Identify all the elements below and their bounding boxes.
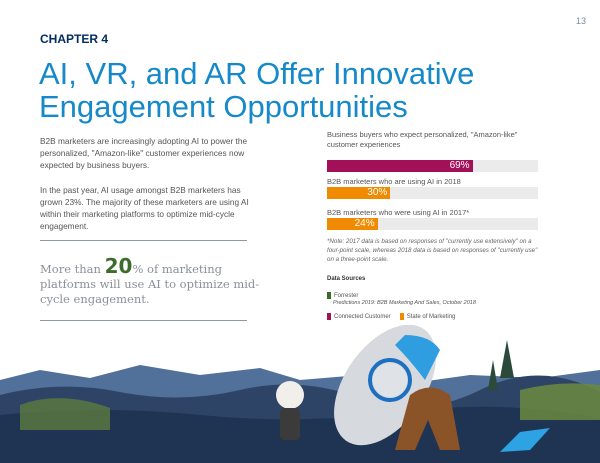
quote-number: 20 xyxy=(104,254,133,278)
bar: 30% xyxy=(327,187,391,199)
bar-category-label: B2B marketers who are using AI in 2018 xyxy=(327,177,461,186)
quote-post: % of marketing platforms will use AI to … xyxy=(40,262,260,306)
bar: 24% xyxy=(327,218,378,230)
forrester-reference: Predictions 2019: B2B Marketing And Sale… xyxy=(333,300,476,306)
body-paragraph: B2B marketers are increasingly adopting … xyxy=(40,136,248,170)
chart-note: *Note: 2017 data is based on responses o… xyxy=(327,238,538,263)
body-paragraph: In the past year, AI usage amongst B2B m… xyxy=(40,185,249,231)
bar-category-label: Business buyers who expect personalized,… xyxy=(327,130,518,149)
swatch xyxy=(327,292,331,299)
bar: 69% xyxy=(327,160,473,172)
bear-illustration xyxy=(395,387,460,450)
divider xyxy=(40,320,247,321)
bar-category-label: B2B marketers who were using AI in 2017* xyxy=(327,208,470,217)
swatch xyxy=(399,313,404,320)
divider xyxy=(40,240,247,241)
bar-track: 30% xyxy=(327,187,538,199)
einstein-illustration xyxy=(276,381,304,440)
page-title: AI, VR, and AR Offer Innovative Engageme… xyxy=(39,56,475,124)
legend-forrester: Forrester xyxy=(327,292,358,299)
quote-pre: More than xyxy=(40,262,105,276)
swatch xyxy=(327,313,331,320)
illustration-landscape xyxy=(0,324,600,463)
bar-track: 69% xyxy=(327,160,538,172)
bar-track: 24% xyxy=(327,218,538,230)
pull-quote: More than 20% of marketing platforms wil… xyxy=(40,256,260,307)
legend-label: Connected Customer xyxy=(334,313,391,320)
page-number: 13 xyxy=(575,16,586,26)
legend-connected-customer: Connected Customer State of Marketing xyxy=(327,313,455,320)
legend-label: State of Marketing xyxy=(406,313,456,320)
chapter-label: CHAPTER 4 xyxy=(40,32,109,46)
legend-label: Forrester xyxy=(334,292,359,299)
data-sources-heading: Data Sources xyxy=(327,276,366,282)
